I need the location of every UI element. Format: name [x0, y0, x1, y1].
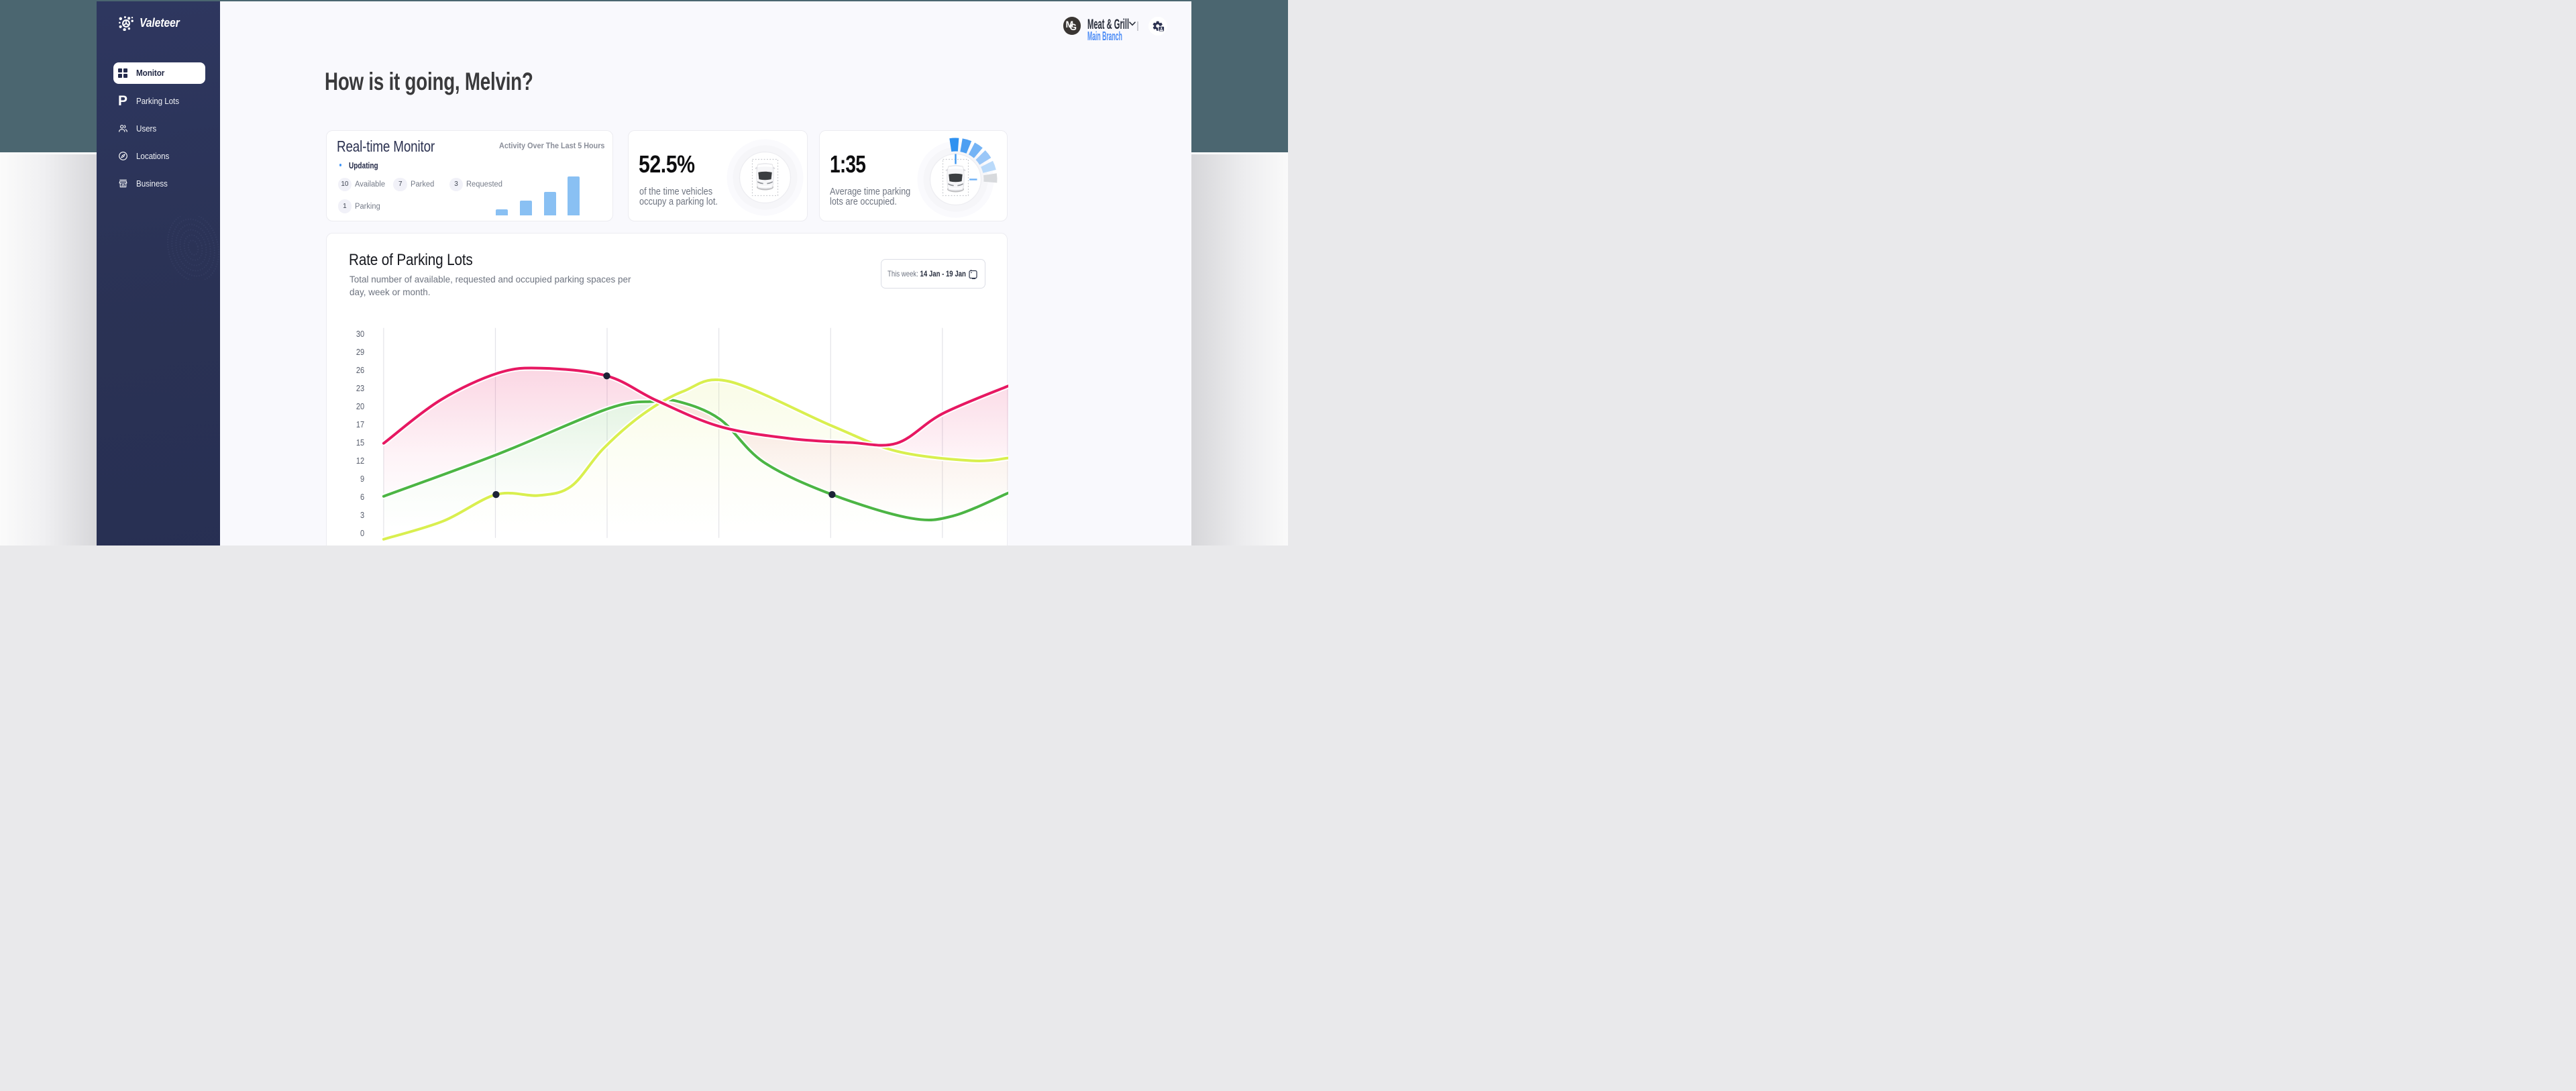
svg-text:23: 23: [356, 384, 364, 394]
svg-text:9: 9: [360, 474, 364, 484]
svg-text:15: 15: [356, 438, 364, 448]
svg-text:6: 6: [360, 492, 364, 503]
svg-text:20: 20: [356, 402, 364, 412]
svg-text:26: 26: [356, 366, 364, 376]
svg-text:3: 3: [360, 511, 364, 521]
svg-text:29: 29: [356, 348, 364, 358]
svg-text:17: 17: [356, 420, 364, 430]
svg-text:12: 12: [356, 456, 364, 466]
svg-text:30: 30: [356, 329, 364, 340]
svg-text:0: 0: [360, 529, 364, 539]
